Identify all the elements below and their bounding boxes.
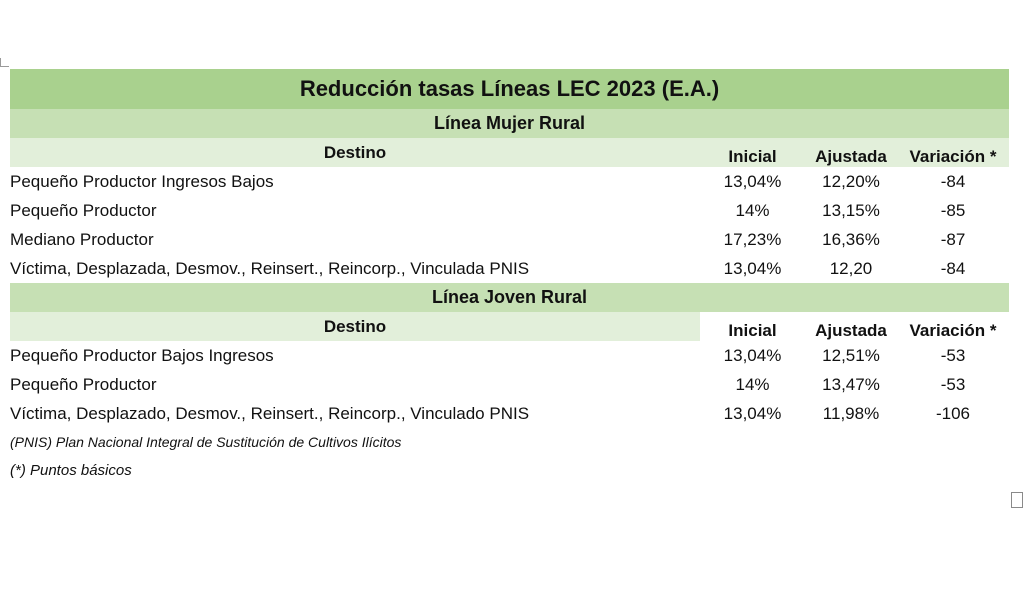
cell-ajustada: 12,20	[829, 258, 873, 278]
cell-ajustada: 12,51%	[822, 345, 880, 365]
cell-inicial: 13,04%	[723, 171, 782, 191]
cell-ajustada: 12,20%	[822, 171, 880, 191]
cell-destino: Pequeño Productor	[10, 200, 157, 220]
footnote-row: (PNIS) Plan Nacional Integral de Sustitu…	[10, 428, 1009, 456]
cell-destino: Víctima, Desplazada, Desmov., Reinsert.,…	[10, 258, 530, 278]
footnote-puntos-basicos: (*) Puntos básicos	[10, 456, 1009, 484]
cell-destino: Víctima, Desplazado, Desmov., Reinsert.,…	[10, 403, 530, 423]
resize-handle[interactable]	[1011, 492, 1023, 508]
cell-inicial: 13,04%	[723, 258, 782, 278]
cell-inicial: 14%	[735, 200, 770, 220]
section-joven-row: Línea Joven Rural	[10, 283, 1009, 312]
table-title-row: Reducción tasas Líneas LEC 2023 (E.A.)	[10, 69, 1009, 109]
header-variacion: Variación *	[897, 312, 1009, 341]
header-variacion: Variación *	[897, 138, 1009, 167]
section-mujer-row: Línea Mujer Rural	[10, 109, 1009, 138]
cell-variacion: -87	[940, 229, 966, 249]
cell-inicial: 13,04%	[723, 345, 782, 365]
cell-ajustada: 16,36%	[822, 229, 880, 249]
cell-inicial: 14%	[735, 374, 770, 394]
cell-destino: Mediano Productor	[10, 229, 154, 249]
table-title: Reducción tasas Líneas LEC 2023 (E.A.)	[10, 69, 1009, 109]
table-row: Pequeño Productor Ingresos Bajos 13,04% …	[10, 167, 1009, 196]
header-row-joven: Destino Inicial Ajustada Variación *	[10, 312, 1009, 341]
cell-destino: Pequeño Productor Ingresos Bajos	[10, 171, 274, 191]
header-row-mujer: Destino Inicial Ajustada Variación *	[10, 138, 1009, 167]
selection-corner-mark	[0, 58, 9, 67]
footnote-row: (*) Puntos básicos	[10, 456, 1009, 484]
table-row: Pequeño Productor Bajos Ingresos 13,04% …	[10, 341, 1009, 370]
header-ajustada: Ajustada	[805, 138, 897, 167]
section-title-mujer: Línea Mujer Rural	[10, 109, 1009, 138]
header-destino: Destino	[10, 312, 700, 341]
header-inicial: Inicial	[700, 312, 805, 341]
table-row: Pequeño Productor 14% 13,15% -85	[10, 196, 1009, 225]
cell-inicial: 17,23%	[723, 229, 782, 249]
cell-inicial: 13,04%	[723, 403, 782, 423]
cell-destino: Pequeño Productor Bajos Ingresos	[10, 345, 274, 365]
header-destino: Destino	[10, 138, 700, 167]
cell-variacion: -53	[940, 345, 966, 365]
section-title-joven: Línea Joven Rural	[10, 283, 1009, 312]
table-row: Mediano Productor 17,23% 16,36% -87	[10, 225, 1009, 254]
cell-ajustada: 11,98%	[822, 403, 880, 423]
cell-variacion: -53	[940, 374, 966, 394]
cell-variacion: -84	[940, 258, 966, 278]
header-ajustada: Ajustada	[805, 312, 897, 341]
table-row: Pequeño Productor 14% 13,47% -53	[10, 370, 1009, 399]
cell-variacion: -85	[940, 200, 966, 220]
cell-variacion: -84	[940, 171, 966, 191]
rates-table: Reducción tasas Líneas LEC 2023 (E.A.) L…	[10, 69, 1009, 484]
table-row: Víctima, Desplazado, Desmov., Reinsert.,…	[10, 399, 1009, 428]
footnote-pnis: (PNIS) Plan Nacional Integral de Sustitu…	[10, 428, 1009, 456]
table-row: Víctima, Desplazada, Desmov., Reinsert.,…	[10, 254, 1009, 283]
header-inicial: Inicial	[700, 138, 805, 167]
cell-ajustada: 13,47%	[822, 374, 880, 394]
cell-variacion: -106	[935, 403, 971, 423]
cell-destino: Pequeño Productor	[10, 374, 157, 394]
cell-ajustada: 13,15%	[822, 200, 880, 220]
